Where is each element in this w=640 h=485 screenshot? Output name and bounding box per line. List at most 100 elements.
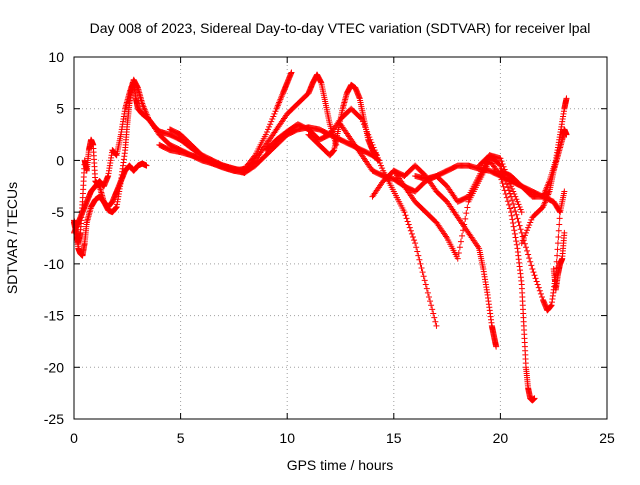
x-tick-label: 15 — [386, 430, 402, 446]
data-point — [357, 115, 364, 122]
data-point — [454, 255, 461, 262]
series-arc-15 — [518, 126, 570, 247]
data-point — [408, 230, 415, 237]
data-point — [518, 240, 525, 247]
data-point — [508, 183, 515, 190]
data-point — [529, 266, 536, 273]
data-point — [413, 244, 420, 251]
data-point — [513, 211, 520, 218]
data-point — [501, 175, 508, 182]
data-point — [513, 238, 520, 245]
x-tick-label: 10 — [279, 430, 295, 446]
data-point — [375, 157, 382, 164]
data-point — [511, 191, 518, 198]
y-axis-label: SDTVAR / TECUs — [4, 182, 20, 294]
data-point — [526, 255, 533, 262]
x-tick-label: 25 — [599, 430, 615, 446]
series-arc-2 — [71, 136, 150, 247]
data-point — [508, 209, 515, 216]
tick-labels: 0 5 10 15 20 25 -25 -20 -15 -10 -5 0 5 10 — [44, 49, 615, 446]
data-point — [532, 275, 539, 282]
data-points — [71, 69, 570, 404]
y-tick-label: 5 — [56, 101, 64, 117]
data-point — [500, 183, 507, 190]
data-point — [414, 248, 421, 255]
data-point — [524, 227, 531, 234]
data-point — [270, 113, 277, 120]
data-point — [522, 244, 529, 251]
data-point — [520, 235, 527, 241]
data-point — [457, 238, 464, 245]
data-point — [402, 212, 409, 219]
data-point — [516, 203, 523, 210]
data-point — [556, 208, 563, 215]
data-point — [288, 69, 295, 76]
data-point — [405, 221, 412, 228]
series-arc-7 — [262, 105, 440, 329]
data-point — [422, 281, 429, 288]
data-point — [511, 204, 518, 211]
data-point — [498, 158, 505, 165]
y-tick-label: -10 — [44, 256, 64, 272]
data-point — [530, 269, 537, 276]
data-point — [502, 191, 509, 198]
data-point — [143, 162, 150, 169]
data-point — [378, 162, 385, 169]
data-point — [464, 204, 471, 211]
data-point — [510, 200, 517, 207]
data-point — [561, 188, 568, 195]
y-tick-label: -25 — [44, 411, 64, 427]
data-point — [407, 227, 414, 234]
data-point — [493, 343, 500, 350]
y-tick-label: 10 — [48, 49, 64, 65]
data-point — [528, 262, 535, 269]
data-point — [555, 227, 562, 234]
data-point — [271, 110, 278, 117]
data-point — [527, 219, 534, 226]
data-point — [412, 240, 419, 247]
data-point — [373, 152, 380, 159]
data-point — [502, 178, 509, 185]
data-point — [431, 314, 438, 321]
data-point — [525, 224, 532, 231]
data-point — [508, 193, 515, 200]
data-point — [525, 251, 532, 258]
data-point — [521, 240, 528, 247]
data-point — [406, 224, 413, 231]
data-point — [556, 221, 563, 228]
data-point — [509, 197, 516, 204]
data-point — [456, 244, 463, 251]
data-point — [538, 293, 545, 300]
data-point — [554, 246, 561, 253]
data-point — [403, 215, 410, 222]
y-tick-label: -15 — [44, 308, 64, 324]
data-point — [497, 162, 504, 169]
grid-lines — [74, 57, 607, 419]
data-point — [554, 240, 561, 247]
data-point — [420, 273, 427, 280]
data-point — [554, 252, 561, 259]
data-point — [534, 281, 541, 288]
data-point — [555, 233, 562, 240]
data-point — [513, 196, 520, 203]
data-point — [531, 395, 538, 402]
data-point — [503, 194, 510, 201]
data-point — [269, 116, 276, 123]
series-arc-13 — [476, 152, 568, 314]
data-point — [510, 188, 517, 195]
data-point — [433, 322, 440, 329]
data-point — [521, 232, 528, 239]
data-point — [509, 216, 516, 223]
data-point — [504, 198, 511, 205]
x-tick-label: 0 — [70, 430, 78, 446]
data-point — [522, 229, 529, 236]
data-point — [563, 95, 570, 102]
data-point — [419, 269, 426, 276]
data-point — [499, 180, 506, 187]
data-point — [409, 233, 416, 240]
plot-border — [73, 56, 608, 420]
data-point — [462, 215, 469, 222]
data-point — [516, 222, 523, 229]
axis-ticks — [73, 56, 608, 420]
